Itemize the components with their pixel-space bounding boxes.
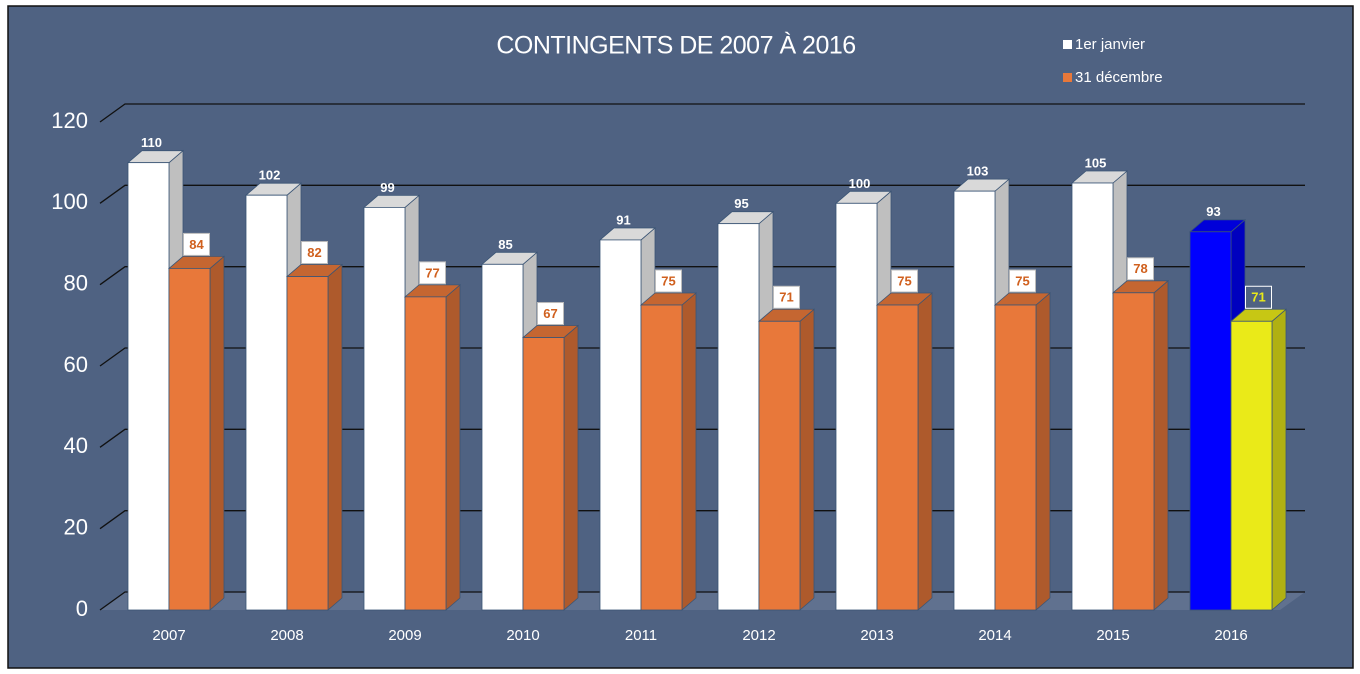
data-label: 91 xyxy=(616,212,630,227)
y-tick-label: 100 xyxy=(51,189,88,214)
bar xyxy=(758,320,801,611)
data-label: 71 xyxy=(779,290,793,305)
x-tick-label: 2012 xyxy=(742,627,775,644)
bar-side xyxy=(209,255,225,611)
data-label: 71 xyxy=(1251,290,1265,305)
data-label-box xyxy=(419,261,446,285)
data-label: 99 xyxy=(380,180,394,195)
bar-side xyxy=(327,263,343,611)
data-label: 95 xyxy=(734,196,748,211)
data-label-box xyxy=(1245,285,1272,309)
grid-line xyxy=(99,184,1305,204)
data-label: 105 xyxy=(1085,155,1107,170)
y-tick-label: 20 xyxy=(64,514,88,539)
bar-side xyxy=(1153,279,1169,611)
y-tick-label: 120 xyxy=(51,108,88,133)
bar xyxy=(286,276,329,611)
data-label: 103 xyxy=(967,164,989,179)
bar xyxy=(522,337,565,611)
bar xyxy=(717,223,760,611)
bar xyxy=(1071,182,1114,611)
y-tick-label: 40 xyxy=(64,433,88,458)
x-tick-label: 2011 xyxy=(625,627,657,644)
data-label: 93 xyxy=(1206,204,1220,219)
x-tick-label: 2008 xyxy=(270,627,303,644)
legend-swatch xyxy=(1063,73,1072,82)
data-label: 78 xyxy=(1133,261,1147,276)
data-label-box xyxy=(183,232,210,256)
data-label: 110 xyxy=(141,135,162,150)
bar xyxy=(168,267,211,611)
data-label-box xyxy=(773,285,800,309)
x-tick-label: 2010 xyxy=(506,627,539,644)
data-label: 82 xyxy=(307,245,321,260)
y-tick-label: 60 xyxy=(64,352,88,377)
bar-side xyxy=(1271,308,1287,611)
bar xyxy=(835,202,878,611)
bar xyxy=(404,296,447,611)
bar xyxy=(127,162,170,611)
legend-label: 1er janvier xyxy=(1075,36,1145,53)
bar xyxy=(994,304,1037,611)
legend-swatch xyxy=(1063,40,1072,49)
data-label: 75 xyxy=(661,273,675,288)
bar xyxy=(640,304,683,611)
y-tick-label: 80 xyxy=(64,270,88,295)
data-label-box xyxy=(301,241,328,265)
data-label: 67 xyxy=(543,306,557,321)
grid-line xyxy=(99,266,1305,286)
x-tick-label: 2009 xyxy=(388,627,421,644)
data-label: 77 xyxy=(425,265,439,280)
x-tick-label: 2013 xyxy=(860,627,893,644)
bar xyxy=(1230,320,1273,611)
x-tick-label: 2007 xyxy=(152,627,185,644)
bar xyxy=(599,239,642,611)
bar xyxy=(1189,231,1232,611)
bar xyxy=(876,304,919,611)
data-label-box xyxy=(537,302,564,326)
bar xyxy=(363,206,406,611)
bar xyxy=(1112,292,1155,611)
legend-label: 31 décembre xyxy=(1075,69,1163,86)
data-label: 102 xyxy=(259,168,281,183)
bar xyxy=(245,194,288,611)
bar xyxy=(953,190,996,611)
x-tick-label: 2016 xyxy=(1214,627,1247,644)
bar-side xyxy=(563,324,579,611)
data-label: 84 xyxy=(189,237,204,252)
bar-side xyxy=(799,308,815,611)
data-label: 100 xyxy=(849,176,871,191)
grid-line xyxy=(99,103,1305,123)
data-label-box xyxy=(655,269,682,293)
data-label: 75 xyxy=(1015,273,1029,288)
x-tick-label: 2015 xyxy=(1096,627,1129,644)
data-label: 75 xyxy=(897,273,911,288)
y-tick-label: 0 xyxy=(76,596,88,621)
x-tick-label: 2014 xyxy=(978,627,1011,644)
bar-side xyxy=(445,283,461,611)
bar-side xyxy=(1035,292,1051,611)
chart-title: CONTINGENTS DE 2007 À 2016 xyxy=(496,31,855,60)
data-label: 85 xyxy=(498,237,512,252)
data-label-box xyxy=(891,269,918,293)
data-label-box xyxy=(1127,257,1154,281)
bar-side xyxy=(681,292,697,611)
data-label-box xyxy=(1009,269,1036,293)
bar xyxy=(481,263,524,611)
bar-side xyxy=(917,292,933,611)
